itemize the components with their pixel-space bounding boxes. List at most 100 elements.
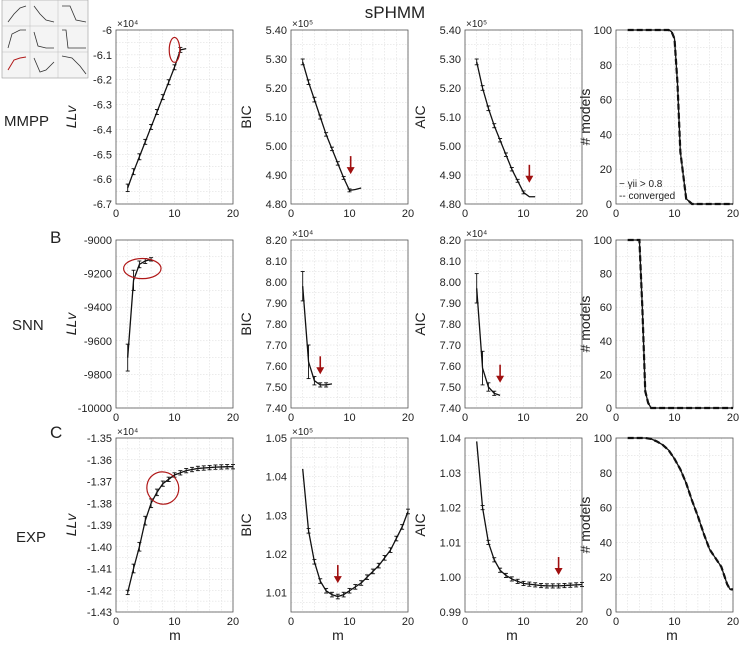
- x-tick-label: 20: [727, 616, 739, 628]
- y-axis-multiplier: ×10⁵: [292, 19, 313, 30]
- y-axis-multiplier: ×10⁵: [466, 19, 487, 30]
- y-axis-label: AIC: [412, 513, 428, 536]
- panel-mmpp-ll: 0 10 20 -6.7 -6.6 -6.5 -6.4 -6.3 -6.2 -6.1 -6 ×10⁴ L…: [63, 19, 239, 220]
- x-tick-label: 0: [113, 208, 119, 220]
- y-axis-label: LLv: [63, 312, 79, 336]
- panel-mmpp-aic: 0 10 20 4.80 4.90 5.00 5.10 5.20 5.30 5.40 ×10⁵ AIC: [412, 19, 588, 220]
- series-line-converged: [627, 29, 733, 205]
- x-tick-label: 10: [343, 616, 355, 628]
- thumbnail-curve: [33, 31, 54, 49]
- panel-label-b: B: [50, 228, 61, 247]
- y-tick-label: -1.40: [87, 542, 112, 554]
- x-tick-label: 10: [168, 616, 180, 628]
- y-axis-label: AIC: [412, 105, 428, 128]
- thumbnail-curve: [7, 29, 26, 49]
- y-tick-label: 0: [606, 199, 612, 211]
- y-tick-label: -1.43: [87, 607, 112, 619]
- y-tick-label: 5.40: [266, 25, 287, 37]
- x-tick-label: 20: [576, 208, 588, 220]
- y-axis-label: BIC: [238, 513, 254, 536]
- y-tick-label: -1.38: [87, 498, 112, 510]
- y-tick-label: 80: [600, 269, 612, 281]
- y-tick-label: 20: [600, 572, 612, 584]
- y-axis-label: # models: [577, 89, 593, 146]
- x-tick-label: 20: [227, 616, 239, 628]
- y-tick-label: 5.20: [440, 83, 461, 95]
- plot-frame: [115, 239, 234, 409]
- figure-title: sPHMM: [365, 3, 425, 22]
- y-tick-label: 1.04: [440, 433, 461, 445]
- y-tick-label: 5.40: [440, 25, 461, 37]
- y-tick-label: 4.80: [440, 199, 461, 211]
- panel-snn-ll: 0 10 20 -10000 -9800 -9600 -9400 -9200 -9000 LLv: [63, 235, 239, 424]
- y-tick-label: 4.80: [266, 199, 287, 211]
- series-line-converged: [627, 239, 733, 409]
- highlight-circle: [146, 471, 180, 505]
- plot-frame: [464, 29, 583, 205]
- panels-container: 0 10 20 -6.7 -6.6 -6.5 -6.4 -6.3 -6.2 -6.1 -6 ×10⁴ L…: [63, 19, 739, 628]
- y-tick-label: -6.2: [93, 75, 112, 87]
- series-line: [302, 286, 333, 386]
- panel-mmpp-models: 0 10 20 0 20 40 60 80 100 # models − γii > 0.8-- c…: [577, 25, 739, 220]
- series-line: [302, 468, 409, 598]
- y-tick-label: 8.10: [266, 256, 287, 268]
- y-tick-label: 0.99: [440, 607, 461, 619]
- minimum-arrowhead: [525, 175, 534, 183]
- panel-exp-models: 0 10 20 0 20 40 60 80 100 # models: [577, 433, 739, 628]
- y-axis-multiplier: ×10⁴: [117, 19, 138, 30]
- panel-mmpp-bic: 0 10 20 4.80 4.90 5.00 5.10 5.20 5.30 5.40 ×10⁵ BIC: [238, 19, 414, 220]
- y-tick-label: 7.60: [266, 361, 287, 373]
- x-tick-label: 10: [668, 616, 680, 628]
- y-axis-multiplier: ×10⁵: [292, 427, 313, 438]
- highlight-circle: [123, 257, 162, 280]
- y-tick-label: 40: [600, 537, 612, 549]
- y-tick-label: 100: [594, 25, 612, 37]
- y-tick-label: 7.80: [266, 319, 287, 331]
- minimum-arrowhead: [496, 375, 505, 383]
- plot-frame: [615, 437, 734, 613]
- x-tick-label: 10: [517, 412, 529, 424]
- y-tick-label: 8.10: [440, 256, 461, 268]
- thumbnail-curve: [62, 5, 87, 23]
- x-tick-label: 20: [402, 208, 414, 220]
- x-tick-label: 0: [613, 412, 619, 424]
- legend-entry-converged: -- converged: [619, 191, 675, 202]
- x-tick-label: 20: [402, 616, 414, 628]
- panel-snn-models: 0 10 20 0 20 40 60 80 100 # models: [577, 235, 739, 424]
- y-tick-label: -9600: [84, 336, 112, 348]
- x-tick-label: 0: [613, 208, 619, 220]
- y-tick-label: 7.80: [440, 319, 461, 331]
- plot-frame: [464, 437, 583, 613]
- thumbnail-inset: [1, 0, 89, 79]
- thumbnail-curve: [7, 56, 27, 71]
- y-tick-label: 1.02: [440, 503, 461, 515]
- legend-entry-gamma: − γii > 0.8: [619, 179, 663, 190]
- y-tick-label: 1.01: [440, 537, 461, 549]
- y-tick-label: -6.7: [93, 199, 112, 211]
- row-label-exp: EXP: [16, 529, 46, 546]
- panel-exp-bic: 0 10 20 1.01 1.02 1.03 1.04 1.05 ×10⁵ BIC: [238, 427, 414, 628]
- y-axis-label: BIC: [238, 312, 254, 335]
- y-tick-label: 5.00: [440, 141, 461, 153]
- y-tick-label: 4.90: [266, 170, 287, 182]
- y-tick-label: 60: [600, 95, 612, 107]
- x-tick-label: 0: [288, 412, 294, 424]
- row-label-mmpp: MMPP: [4, 113, 49, 130]
- x-tick-label: 10: [168, 412, 180, 424]
- y-tick-label: -6: [102, 25, 112, 37]
- y-axis-label: # models: [577, 296, 593, 353]
- y-tick-label: 60: [600, 302, 612, 314]
- y-tick-label: 8.20: [266, 235, 287, 247]
- row-label-snn: SNN: [12, 317, 44, 334]
- y-tick-label: -1.37: [87, 477, 112, 489]
- y-tick-label: 20: [600, 369, 612, 381]
- x-tick-label: 0: [288, 616, 294, 628]
- panel-exp-ll: 0 10 20 -1.43 -1.42 -1.41 -1.40 -1.39 -1.38 -1.37…: [63, 427, 239, 628]
- y-tick-label: 100: [594, 433, 612, 445]
- y-axis-label: # models: [577, 497, 593, 554]
- y-tick-label: 0: [606, 607, 612, 619]
- x-tick-label: 0: [288, 208, 294, 220]
- y-axis-label: AIC: [412, 312, 428, 335]
- y-tick-label: 8.00: [440, 277, 461, 289]
